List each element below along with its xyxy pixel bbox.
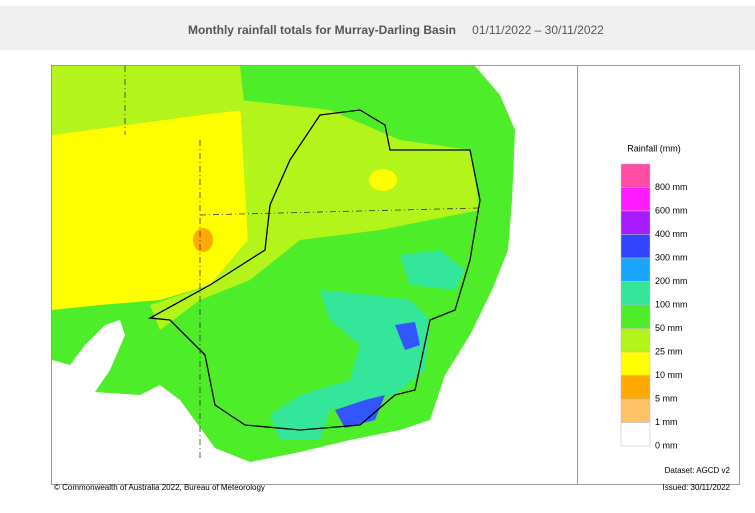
legend-label: 50 mm	[655, 323, 683, 333]
copyright: © Commonwealth of Australia 2022, Bureau…	[54, 483, 265, 492]
dry-spot	[369, 169, 397, 191]
transition-region	[150, 100, 480, 330]
title: Monthly rainfall totals for Murray-Darli…	[188, 23, 456, 37]
dry-region	[52, 100, 248, 310]
legend-label: 10 mm	[655, 370, 683, 380]
legend-label: 5 mm	[655, 393, 678, 403]
legend-swatch	[620, 187, 651, 212]
header-bar	[0, 6, 755, 50]
legend-title: Rainfall (mm)	[627, 143, 681, 153]
legend-swatch	[620, 398, 651, 423]
legend-swatch	[620, 257, 651, 282]
legend-swatch	[620, 234, 651, 259]
legend-label: 300 mm	[655, 252, 688, 262]
legend-swatch	[620, 328, 651, 353]
legend-label: 100 mm	[655, 299, 688, 309]
legend-label: 25 mm	[655, 346, 683, 356]
issued: Issued: 30/11/2022	[663, 483, 731, 492]
legend-label: 1 mm	[655, 417, 678, 427]
legend-swatch	[620, 281, 651, 306]
legend: 800 mm 600 mm 400 mm 300 mm 200 mm 100 mm 50 m…	[620, 163, 688, 450]
legend-label: 400 mm	[655, 229, 688, 239]
legend-label: 0 mm	[655, 440, 678, 450]
state-border	[124, 66, 481, 460]
map	[52, 66, 515, 462]
legend-label: 800 mm	[655, 182, 688, 192]
legend-swatch	[620, 422, 651, 447]
basin-boundary	[147, 109, 481, 431]
dry-spot	[193, 228, 213, 252]
legend-label: 600 mm	[655, 205, 688, 215]
wet-region	[270, 290, 430, 440]
north-region	[52, 66, 245, 135]
period: 01/11/2022 – 30/11/2022	[472, 23, 604, 37]
legend-swatch	[620, 375, 651, 400]
legend-label: 200 mm	[655, 276, 688, 286]
legend-swatch	[620, 210, 651, 235]
legend-swatch	[620, 163, 651, 188]
dataset: Dataset: AGCD v2	[665, 466, 731, 475]
heavy-region	[335, 322, 420, 428]
legend-swatch	[620, 351, 651, 376]
legend-swatch	[620, 304, 651, 329]
wet-region	[400, 250, 465, 290]
